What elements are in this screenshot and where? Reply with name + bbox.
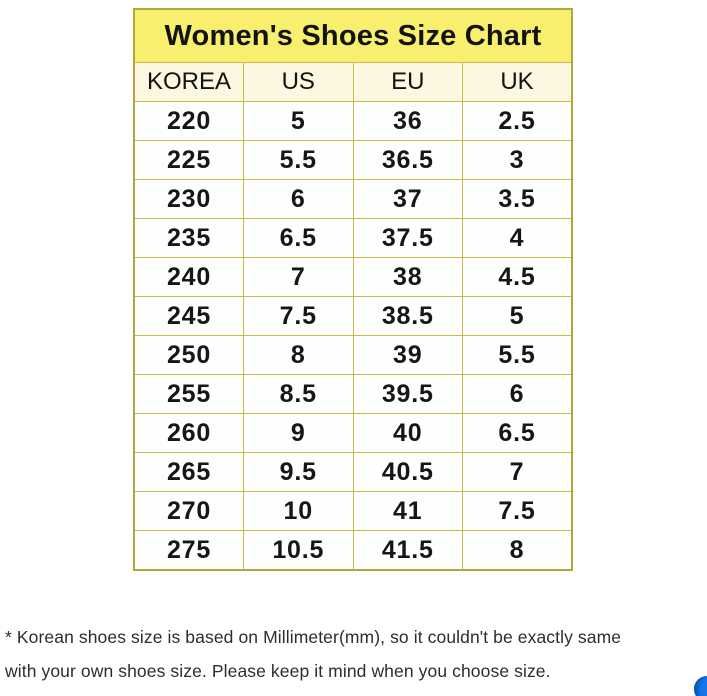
table-cell: 4 xyxy=(462,218,573,258)
table-cell: 5 xyxy=(462,296,573,336)
size-chart-header: Women's Shoes Size Chart KOREA US EU UK xyxy=(133,8,573,102)
table-cell: 275 xyxy=(133,530,244,571)
column-header-uk: UK xyxy=(462,62,573,102)
table-cell: 250 xyxy=(133,335,244,375)
table-cell: 36.5 xyxy=(352,140,463,180)
size-chart-table: Women's Shoes Size Chart KOREA US EU UK … xyxy=(133,8,573,571)
table-cell: 6 xyxy=(462,374,573,414)
table-cell: 255 xyxy=(133,374,244,414)
table-row: 240 7 38 4.5 xyxy=(133,257,573,297)
table-row: 230 6 37 3.5 xyxy=(133,179,573,219)
title-row: Women's Shoes Size Chart xyxy=(133,8,573,63)
table-cell: 39 xyxy=(352,335,463,375)
table-cell: 41 xyxy=(352,491,463,531)
table-cell: 265 xyxy=(133,452,244,492)
table-row: 250 8 39 5.5 xyxy=(133,335,573,375)
table-cell: 7 xyxy=(462,452,573,492)
table-cell: 36 xyxy=(352,101,463,141)
table-cell: 245 xyxy=(133,296,244,336)
table-row: 275 10.5 41.5 8 xyxy=(133,530,573,571)
table-cell: 7.5 xyxy=(243,296,354,336)
table-cell: 10 xyxy=(243,491,354,531)
table-cell: 4.5 xyxy=(462,257,573,297)
table-cell: 2.5 xyxy=(462,101,573,141)
table-cell: 7 xyxy=(243,257,354,297)
chart-title: Women's Shoes Size Chart xyxy=(133,8,573,63)
table-cell: 230 xyxy=(133,179,244,219)
table-cell: 41.5 xyxy=(352,530,463,571)
table-row: 245 7.5 38.5 5 xyxy=(133,296,573,336)
table-cell: 5.5 xyxy=(462,335,573,375)
table-cell: 3.5 xyxy=(462,179,573,219)
footnote-line-2: with your own shoes size. Please keep it… xyxy=(5,661,551,681)
table-cell: 39.5 xyxy=(352,374,463,414)
column-header-eu: EU xyxy=(352,62,463,102)
footnote-line-1: * Korean shoes size is based on Millimet… xyxy=(5,627,622,647)
table-cell: 6 xyxy=(243,179,354,219)
size-chart-body: 220 5 36 2.5 225 5.5 36.5 3 230 6 37 3.5… xyxy=(133,101,573,571)
table-cell: 10.5 xyxy=(243,530,354,571)
table-cell: 260 xyxy=(133,413,244,453)
footnote: * Korean shoes size is based on Millimet… xyxy=(5,620,705,688)
table-row: 220 5 36 2.5 xyxy=(133,101,573,141)
table-row: 260 9 40 6.5 xyxy=(133,413,573,453)
table-cell: 220 xyxy=(133,101,244,141)
table-cell: 9 xyxy=(243,413,354,453)
table-cell: 7.5 xyxy=(462,491,573,531)
table-row: 225 5.5 36.5 3 xyxy=(133,140,573,180)
table-row: 255 8.5 39.5 6 xyxy=(133,374,573,414)
table-cell: 8 xyxy=(243,335,354,375)
chat-button[interactable] xyxy=(694,676,707,696)
column-header-row: KOREA US EU UK xyxy=(133,62,573,102)
table-cell: 5.5 xyxy=(243,140,354,180)
table-cell: 8.5 xyxy=(243,374,354,414)
table-cell: 37.5 xyxy=(352,218,463,258)
table-cell: 235 xyxy=(133,218,244,258)
table-cell: 270 xyxy=(133,491,244,531)
table-cell: 37 xyxy=(352,179,463,219)
table-cell: 38 xyxy=(352,257,463,297)
table-row: 270 10 41 7.5 xyxy=(133,491,573,531)
table-cell: 6.5 xyxy=(243,218,354,258)
table-cell: 5 xyxy=(243,101,354,141)
table-row: 235 6.5 37.5 4 xyxy=(133,218,573,258)
table-cell: 9.5 xyxy=(243,452,354,492)
table-cell: 3 xyxy=(462,140,573,180)
table-cell: 8 xyxy=(462,530,573,571)
table-cell: 38.5 xyxy=(352,296,463,336)
table-cell: 225 xyxy=(133,140,244,180)
table-cell: 6.5 xyxy=(462,413,573,453)
column-header-us: US xyxy=(243,62,354,102)
table-cell: 40.5 xyxy=(352,452,463,492)
table-cell: 40 xyxy=(352,413,463,453)
table-cell: 240 xyxy=(133,257,244,297)
column-header-korea: KOREA xyxy=(133,62,244,102)
table-row: 265 9.5 40.5 7 xyxy=(133,452,573,492)
